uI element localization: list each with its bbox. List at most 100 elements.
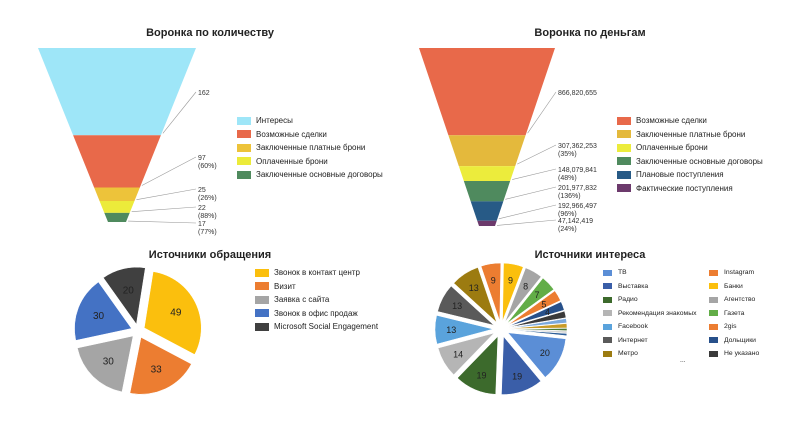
funnel-money-value-label-2: 148,079,841 — [558, 167, 597, 174]
funnel-money-segment-4 — [470, 201, 504, 221]
pie-appeal-slice-1 — [129, 336, 192, 395]
funnel-money-value-label-4: 192,966,497 — [558, 203, 597, 210]
pie-appeal-slice-0 — [143, 271, 202, 355]
funnel-count-value-label-4: 17 — [198, 221, 206, 228]
pie-interest-slice-11 — [507, 290, 561, 326]
pie-interest-legend-left-label-4: Facebook — [618, 323, 648, 330]
funnel-money-legend-label-4: Плановые поступления — [636, 170, 724, 179]
pie-interest-legend-left-label-5: Интернет — [618, 336, 648, 344]
pie-interest-legend-right-item-2: Агентство — [709, 293, 759, 307]
funnel-money-value-label-5: 47,142,419 — [558, 218, 593, 225]
funnel-money-leader-5 — [496, 219, 557, 226]
funnel-money-legend-item-3: Заключенные основные договоры — [617, 155, 763, 169]
pie-interest-legend-left-item-1: Выставка — [603, 280, 697, 294]
funnel-money-legend-item-1: Заключенные платные брони — [617, 128, 763, 142]
pie-interest-legend-left-item-3: Рекомендация знакомых — [603, 307, 697, 321]
funnel-count-title: Воронка по количеству — [146, 27, 274, 39]
pie-interest-slice-7 — [480, 262, 502, 322]
pie-interest-legend-left-label-6: Метро — [618, 350, 638, 357]
pie-interest-slice-6 — [453, 267, 497, 323]
pie-interest-slice-14 — [508, 318, 567, 329]
pie-interest-slice-0 — [507, 332, 567, 378]
funnel-count-legend-item-0: Интересы — [237, 114, 383, 128]
funnel-money-pct-label-4: (96%) — [558, 211, 577, 218]
pie-interest-legend-left-item-2: Радио — [603, 293, 697, 307]
funnel-count-leader-4 — [127, 220, 197, 224]
pie-interest-legend-right-label-2: Агентство — [724, 296, 756, 303]
funnel-money-leader-3 — [505, 186, 557, 200]
funnel-money-pct-label-5: (24%) — [558, 226, 577, 233]
funnel-count-segment-2 — [94, 187, 140, 201]
pie-appeal-slice-3 — [74, 281, 132, 341]
pie-appeal-slice-label-4: 20 — [123, 285, 135, 296]
funnel-money-leader-4 — [498, 204, 557, 220]
funnel-money-legend-swatch-5 — [617, 184, 631, 193]
funnel-money-legend-label-5: Фактические поступления — [636, 183, 733, 193]
funnel-money-leader-2 — [512, 168, 557, 180]
pie-interest-legend-right-item-3: Газета — [709, 307, 759, 321]
pie-appeal-legend-swatch-1 — [255, 282, 269, 291]
pie-interest-slice-label-6: 13 — [469, 283, 479, 293]
funnel-money-legend-swatch-0 — [617, 116, 631, 125]
pie-appeal-slice-label-1: 33 — [151, 365, 163, 376]
pie-appeal-legend-item-2: Заявка с сайта — [255, 293, 378, 307]
pie-interest-legend-right-swatch-5 — [709, 337, 718, 344]
funnel-count-legend-item-2: Заключенные платные брони — [237, 141, 383, 155]
funnel-count-legend-item-4: Заключенные основные договоры — [237, 168, 383, 182]
pie-interest-slice-1 — [501, 335, 542, 395]
pie-interest-slice-label-4: 13 — [446, 325, 456, 335]
funnel-count-pct-label-4: (77%) — [198, 229, 217, 236]
pie-appeal-legend-item-3: Звонок в офис продаж — [255, 307, 378, 321]
pie-interest-legend-right-item-1: Банки — [709, 280, 759, 294]
pie-appeal-legend: Звонок в контакт центр Визит Заявка с сайт… — [255, 266, 378, 334]
pie-interest-legend-left-item-5: Интернет — [603, 334, 697, 348]
funnel-count-legend-label-2: Заключенные платные брони — [256, 143, 366, 152]
funnel-money-legend: Возможные сделки Заключенные платные брон… — [617, 114, 763, 195]
funnel-money-pct-label-1: (35%) — [558, 151, 577, 158]
pie-interest-title: Источники интереса — [534, 249, 646, 261]
funnel-money-legend-swatch-2 — [617, 143, 631, 152]
pie-interest-legend-left-label-1: Выставка — [618, 282, 649, 290]
pie-interest-legend-left-swatch-1 — [603, 283, 612, 290]
pie-interest-legend-left-swatch-2 — [603, 296, 612, 303]
funnel-money-pct-label-3: (136%) — [558, 193, 581, 200]
funnel-money-legend-item-5: Фактические поступления — [617, 182, 763, 196]
funnel-money-legend-swatch-4 — [617, 170, 631, 179]
pie-interest-legend-left-label-3: Рекомендация знакомых — [618, 309, 697, 317]
funnel-money-legend-label-1: Заключенные платные брони — [636, 129, 746, 139]
funnel-money-title: Воронка по деньгам — [534, 27, 646, 39]
pie-interest-legend-right-label-0: Instagram — [724, 269, 755, 276]
funnel-money-legend-label-2: Оплаченные брони — [636, 143, 708, 152]
funnel-count-segment-1 — [73, 135, 161, 188]
funnel-count-legend-label-0: Интересы — [256, 116, 293, 125]
pie-interest-slice-16 — [508, 328, 568, 331]
pie-interest-slice-label-7: 9 — [491, 275, 496, 285]
pie-appeal-legend-swatch-3 — [255, 309, 269, 318]
pie-interest-slice-label-12: 4 — [545, 307, 550, 317]
funnel-count-pct-label-3: (88%) — [198, 213, 217, 220]
funnel-count-legend-swatch-0 — [237, 116, 251, 125]
funnel-count-value-label-2: 25 — [198, 187, 206, 194]
funnel-count-value-label-0: 162 — [198, 90, 210, 97]
pie-interest-legend-right-swatch-2 — [709, 296, 718, 303]
pie-interest-legend-left-swatch-3 — [603, 310, 612, 317]
pie-appeal-legend-label-4: Microsoft Social Engagement — [274, 322, 379, 331]
funnel-count-legend-swatch-3 — [237, 157, 251, 166]
pie-interest-legend-left-swatch-4 — [603, 323, 612, 330]
pie-interest-slice-12 — [508, 301, 565, 327]
funnel-count-legend-swatch-4 — [237, 170, 251, 179]
funnel-count-leader-1 — [141, 156, 197, 186]
pie-appeal-legend-item-1: Визит — [255, 280, 378, 294]
funnel-money-value-label-0: 866,820,655 — [558, 90, 597, 97]
funnel-count-legend-item-1: Возможные сделки — [237, 128, 383, 142]
pie-interest-slice-3 — [437, 332, 495, 376]
funnel-money-segment-5 — [477, 220, 497, 226]
pie-interest-legend-right-item-0: Instagram — [709, 266, 759, 280]
funnel-count-value-label-3: 22 — [198, 205, 206, 212]
funnel-count-pct-label-2: (26%) — [198, 195, 217, 202]
pie-appeal-slice-label-2: 30 — [103, 357, 115, 368]
funnel-count-legend-swatch-1 — [237, 130, 251, 139]
pie-interest-slice-label-9: 8 — [523, 281, 528, 291]
